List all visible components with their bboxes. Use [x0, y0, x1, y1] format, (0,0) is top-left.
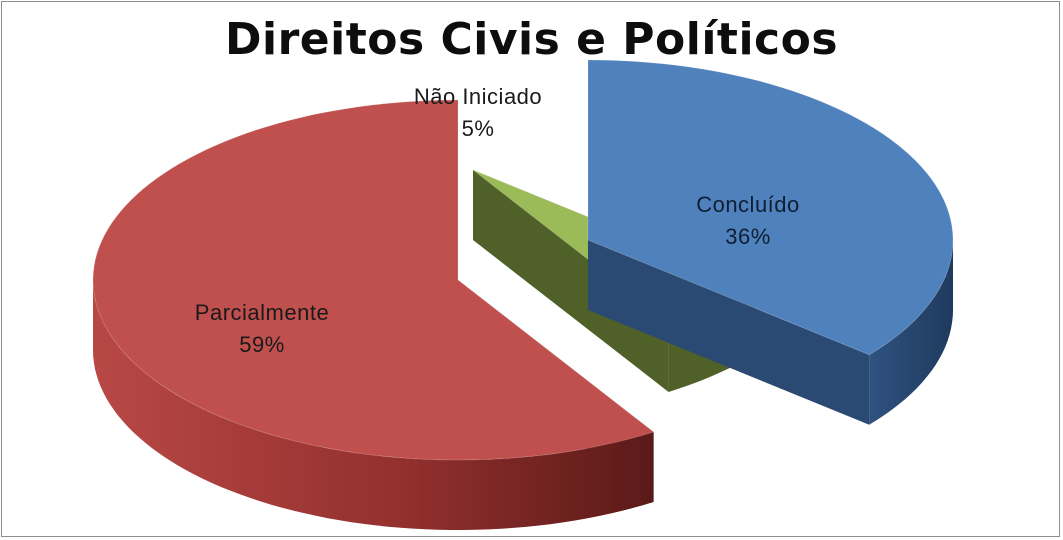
slice-label: Concluído: [696, 192, 800, 217]
slice-label: Não Iniciado: [414, 84, 542, 109]
pie-slice-side: [588, 240, 870, 425]
pie-slice-conclu-do: [587, 59, 954, 425]
slice-value-label: 59%: [239, 332, 285, 357]
slice-label: Parcialmente: [195, 300, 329, 325]
pie-slice-side: [473, 170, 669, 392]
pie-slice-parcialmente: [92, 99, 655, 530]
chart-title: Direitos Civis e Políticos: [224, 14, 839, 65]
pie-slice-wall: [93, 280, 654, 530]
pie-slice-wall: [869, 240, 953, 425]
pie-slice-top: [587, 59, 954, 356]
pie-slice-top: [92, 99, 655, 461]
slice-value-label: 5%: [462, 116, 495, 141]
slice-value-label: 36%: [725, 224, 771, 249]
